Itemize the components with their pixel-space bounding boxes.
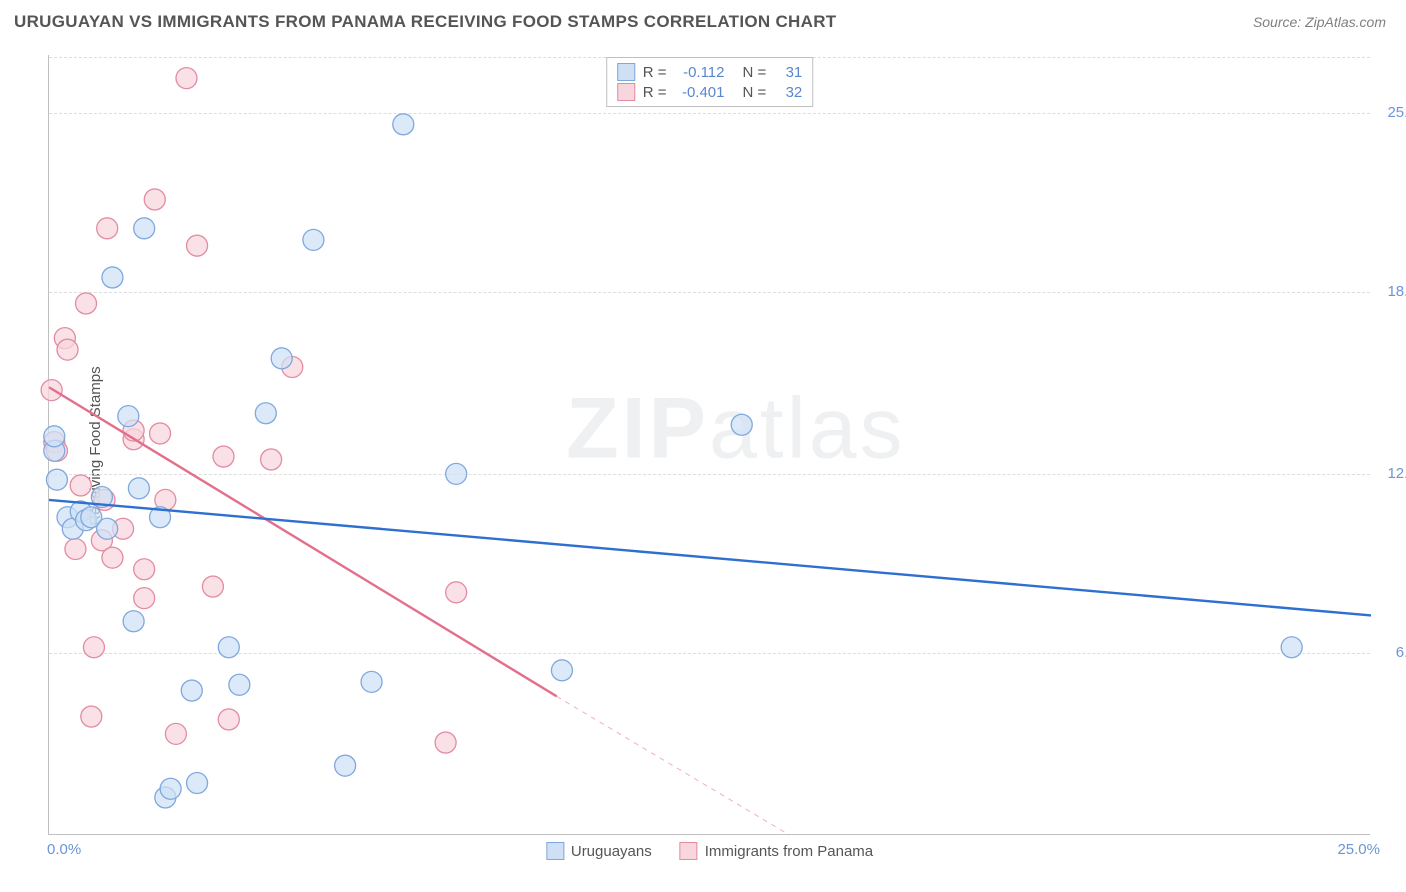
stats-label: R =: [643, 84, 667, 101]
r-value: -0.112: [675, 64, 725, 81]
scatter-point: [335, 755, 356, 776]
n-value: 32: [774, 84, 802, 101]
regression-line-extension: [557, 696, 790, 835]
scatter-point: [361, 671, 382, 692]
scatter-point: [202, 576, 223, 597]
scatter-point: [65, 539, 86, 560]
scatter-point: [393, 114, 414, 135]
y-tick-label: 18.8%: [1375, 283, 1406, 300]
scatter-point: [187, 773, 208, 794]
scatter-point: [435, 732, 456, 753]
legend-swatch: [617, 83, 635, 101]
regression-line: [49, 500, 1371, 616]
scatter-point: [97, 518, 118, 539]
scatter-point: [218, 709, 239, 730]
legend-swatch: [680, 842, 698, 860]
stats-label: N =: [743, 64, 767, 81]
legend-item: Immigrants from Panama: [680, 842, 873, 860]
scatter-point: [213, 446, 234, 467]
x-tick-min: 0.0%: [47, 841, 81, 858]
r-value: -0.401: [675, 84, 725, 101]
scatter-point: [97, 218, 118, 239]
scatter-svg: [49, 55, 1370, 834]
scatter-point: [731, 414, 752, 435]
scatter-point: [1281, 637, 1302, 658]
scatter-point: [134, 218, 155, 239]
scatter-point: [229, 674, 250, 695]
scatter-point: [446, 582, 467, 603]
scatter-point: [218, 637, 239, 658]
scatter-point: [187, 235, 208, 256]
y-tick-label: 6.3%: [1375, 644, 1406, 661]
scatter-point: [134, 559, 155, 580]
scatter-point: [46, 469, 67, 490]
y-tick-label: 25.0%: [1375, 104, 1406, 121]
chart-title: URUGUAYAN VS IMMIGRANTS FROM PANAMA RECE…: [14, 12, 836, 32]
scatter-point: [102, 267, 123, 288]
legend-label: Immigrants from Panama: [705, 843, 873, 860]
scatter-point: [123, 611, 144, 632]
stats-label: R =: [643, 64, 667, 81]
scatter-point: [176, 68, 197, 89]
x-axis-legend: Uruguayans Immigrants from Panama: [546, 842, 873, 860]
scatter-point: [118, 406, 139, 427]
scatter-point: [102, 547, 123, 568]
scatter-point: [160, 778, 181, 799]
scatter-point: [271, 348, 292, 369]
scatter-point: [261, 449, 282, 470]
scatter-point: [128, 478, 149, 499]
correlation-stats-box: R = -0.112 N = 31 R = -0.401 N = 32: [606, 57, 814, 107]
scatter-point: [165, 723, 186, 744]
chart-plot-area: ZIPatlas R =-0.112N =31R =-0.401N =32 6.…: [48, 55, 1370, 835]
scatter-point: [81, 706, 102, 727]
regression-line: [49, 387, 557, 696]
legend-label: Uruguayans: [571, 843, 652, 860]
legend-swatch: [546, 842, 564, 860]
scatter-point: [57, 339, 78, 360]
scatter-point: [70, 475, 91, 496]
scatter-point: [551, 660, 572, 681]
scatter-point: [83, 637, 104, 658]
x-tick-max: 25.0%: [1337, 841, 1380, 858]
legend-item: Uruguayans: [546, 842, 652, 860]
scatter-point: [181, 680, 202, 701]
y-tick-label: 12.5%: [1375, 465, 1406, 482]
scatter-point: [76, 293, 97, 314]
source-credit: Source: ZipAtlas.com: [1253, 14, 1386, 30]
scatter-point: [150, 423, 171, 444]
scatter-point: [134, 588, 155, 609]
scatter-point: [255, 403, 276, 424]
scatter-point: [446, 463, 467, 484]
n-value: 31: [774, 64, 802, 81]
legend-swatch: [617, 63, 635, 81]
scatter-point: [303, 229, 324, 250]
stats-label: N =: [743, 84, 767, 101]
scatter-point: [144, 189, 165, 210]
stats-row: R = -0.112 N = 31: [617, 62, 803, 82]
scatter-point: [44, 426, 65, 447]
stats-row: R = -0.401 N = 32: [617, 82, 803, 102]
